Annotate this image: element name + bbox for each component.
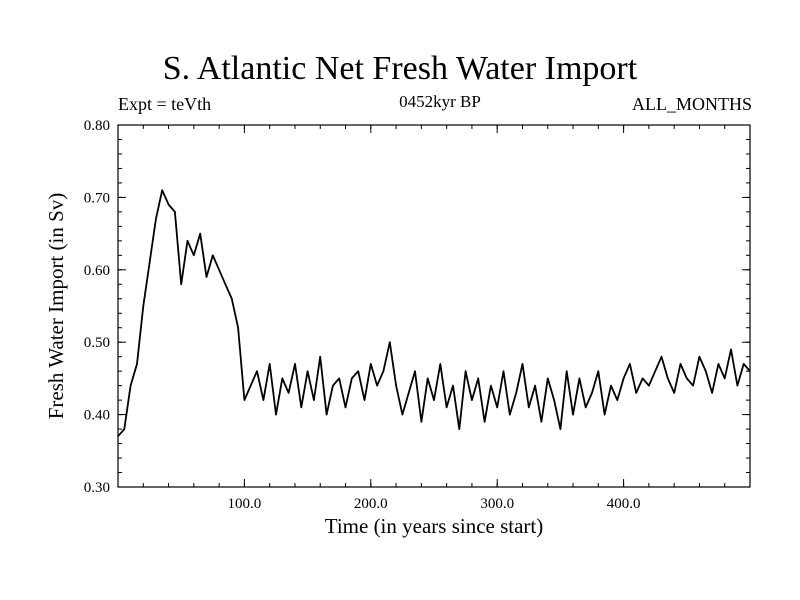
x-tick-label: 400.0 [607, 496, 641, 512]
y-tick-label: 0.50 [84, 335, 110, 351]
y-tick-label: 0.80 [84, 118, 110, 134]
series-line-0 [117, 189, 751, 437]
y-tick-label: 0.60 [84, 263, 110, 279]
x-tick-label: 200.0 [354, 496, 388, 512]
plot-frame [117, 124, 751, 488]
y-tick-label: 0.70 [84, 190, 110, 206]
period-label: 0452kyr BP [399, 92, 481, 111]
months-label: ALL_MONTHS [632, 94, 752, 114]
x-tick-label: 100.0 [228, 496, 262, 512]
x-axis-label: Time (in years since start) [325, 514, 544, 538]
y-tick-label: 0.30 [84, 480, 110, 496]
y-axis-label: Fresh Water Import (in Sv) [44, 193, 68, 420]
x-tick-label: 300.0 [480, 496, 514, 512]
axis-ticks: 0.30 0.40 0.50 0.60 0.70 0.80 100.0 200.0 300.0 4… [84, 118, 750, 512]
series-group [117, 189, 751, 437]
y-tick-label: 0.40 [84, 408, 110, 424]
experiment-label: Expt = teVth [118, 94, 212, 114]
chart-title: S. Atlantic Net Fresh Water Import [162, 50, 638, 87]
